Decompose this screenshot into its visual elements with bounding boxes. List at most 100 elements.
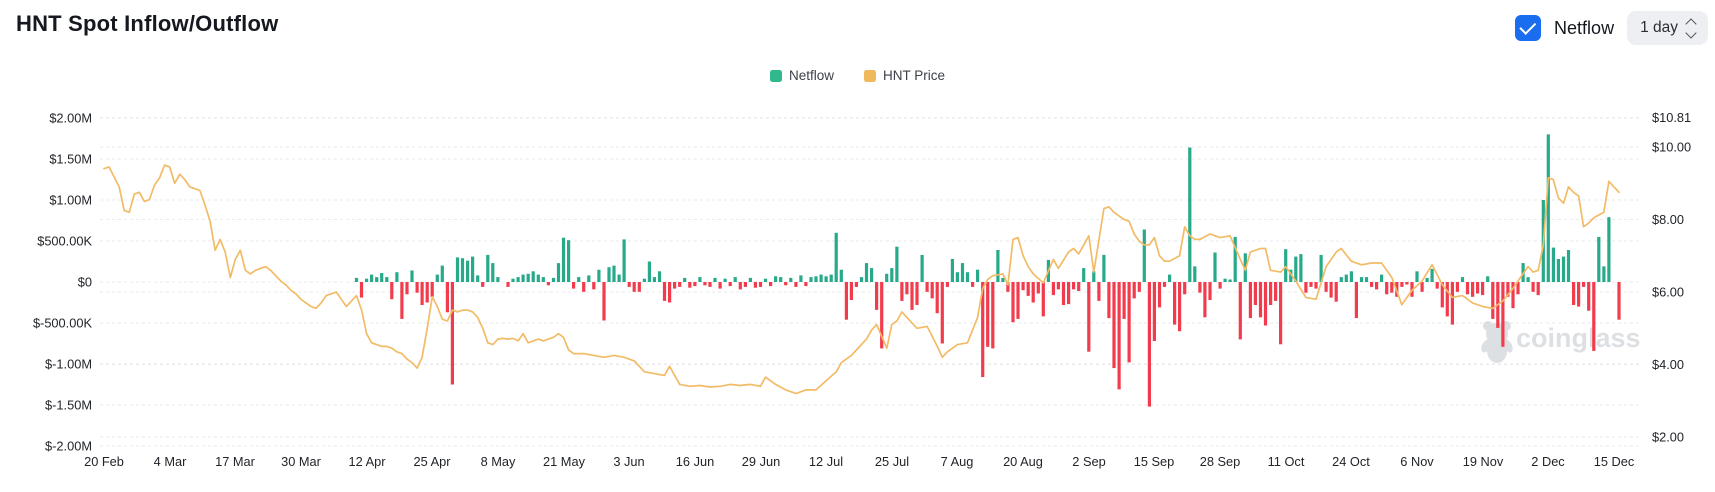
netflow-bar [986,282,990,347]
netflow-bar [698,277,702,282]
netflow-bar [1354,282,1358,319]
netflow-bar [1253,282,1257,305]
netflow-bar [844,282,848,320]
netflow-bar [410,270,414,282]
netflow-bar [587,275,591,282]
netflow-checkbox[interactable] [1515,15,1542,41]
interval-spinner-icon [1685,18,1697,39]
netflow-checkbox-label[interactable]: Netflow [1554,17,1615,38]
x-tick-label: 20 Aug [1003,454,1043,469]
netflow-bar [864,263,869,282]
netflow-bar [1334,282,1338,302]
netflow-bar [1364,277,1369,282]
netflow-bar [1006,282,1010,292]
x-tick-label: 7 Aug [941,454,974,469]
netflow-bar [657,271,662,282]
netflow-bar [1566,250,1571,282]
right-axis-tick-label: $4.00 [1652,357,1684,372]
netflow-bar [910,282,914,310]
netflow-bar [1269,282,1273,305]
netflow-price-chart[interactable]: coinglass 20 Feb 4 Mar 17 Mar 30 Mar 12 Apr 25… [0,95,1715,492]
netflow-bar [1274,282,1278,301]
netflow-bar [819,274,823,282]
left-axis-tick-label: $-1.00M [45,357,92,372]
netflow-bar [1415,271,1419,282]
netflow-bar [642,278,646,282]
netflow-bars[interactable] [354,134,1621,407]
netflow-bar [1501,282,1505,347]
netflow-bar [1465,282,1470,295]
netflow-bar [390,282,394,300]
legend-item-netflow[interactable]: Netflow [769,68,834,83]
netflow-bar [1279,282,1283,345]
netflow-bar [1001,277,1005,282]
netflow-bar [476,275,480,282]
hnt-price-line[interactable] [103,164,1620,395]
netflow-bar [1329,282,1333,298]
netflow-bar [1460,277,1465,282]
netflow-bar [1258,282,1263,318]
netflow-bar [779,277,783,282]
netflow-bar [627,282,631,287]
netflow-bar [572,282,576,289]
x-tick-label: 6 Nov [1400,454,1434,469]
netflow-bar [1127,282,1131,363]
netflow-bar [668,282,672,303]
netflow-bar [769,282,773,287]
netflow-bar [647,261,651,282]
netflow-bar [839,269,843,282]
interval-select[interactable]: 1 day [1627,11,1708,45]
netflow-bar [1284,249,1288,282]
netflow-bar [920,254,924,282]
netflow-bar [1107,282,1111,319]
netflow-bar [925,282,929,292]
netflow-bar [895,246,899,282]
netflow-bar [748,277,752,282]
netflow-bar [849,282,853,300]
netflow-bar [506,282,510,287]
netflow-bar [1390,282,1394,293]
netflow-bar [950,259,954,282]
netflow-bar [1026,282,1030,296]
chart-canvas[interactable]: coinglass 20 Feb 4 Mar 17 Mar 30 Mar 12 Apr 25… [0,95,1715,487]
netflow-bar [890,268,894,282]
netflow-bar [1097,282,1101,301]
netflow-bar [425,282,429,303]
netflow-bar [1162,282,1167,287]
netflow-bar [435,274,439,282]
netflow-bar [511,278,515,282]
x-tick-label: 12 Apr [349,454,387,469]
x-tick-label: 15 Dec [1594,454,1635,469]
netflow-bar [1597,236,1601,282]
netflow-bar [637,282,641,292]
netflow-bar [1617,282,1621,320]
netflow-bar [915,282,919,305]
netflow-bar [1142,229,1146,282]
legend-item-hnt-price[interactable]: HNT Price [864,68,945,83]
netflow-bar [1213,252,1217,282]
netflow-bar [1011,282,1015,323]
netflow-bar [1592,282,1596,351]
netflow-bar [1036,282,1040,294]
netflow-bar [1168,274,1172,282]
netflow-bar [531,271,535,282]
netflow-bar [592,282,596,290]
netflow-bar [1506,282,1510,297]
right-axis-tick-label: $8.00 [1652,212,1684,227]
netflow-bar [551,277,556,282]
netflow-bar [1112,282,1116,369]
netflow-bar [420,282,424,305]
netflow-bar [496,277,500,282]
chart-grid [100,117,1642,447]
netflow-bar [460,258,465,282]
netflow-bar [1289,269,1293,282]
netflow-bar [1152,282,1156,341]
legend-swatch-icon [864,69,876,82]
netflow-bar [1587,282,1591,311]
netflow-bar [617,274,621,282]
netflow-bar [971,282,975,287]
netflow-bar [1526,277,1530,282]
netflow-bar [1607,217,1611,282]
netflow-bar [708,282,712,287]
netflow-bar [1173,282,1177,325]
